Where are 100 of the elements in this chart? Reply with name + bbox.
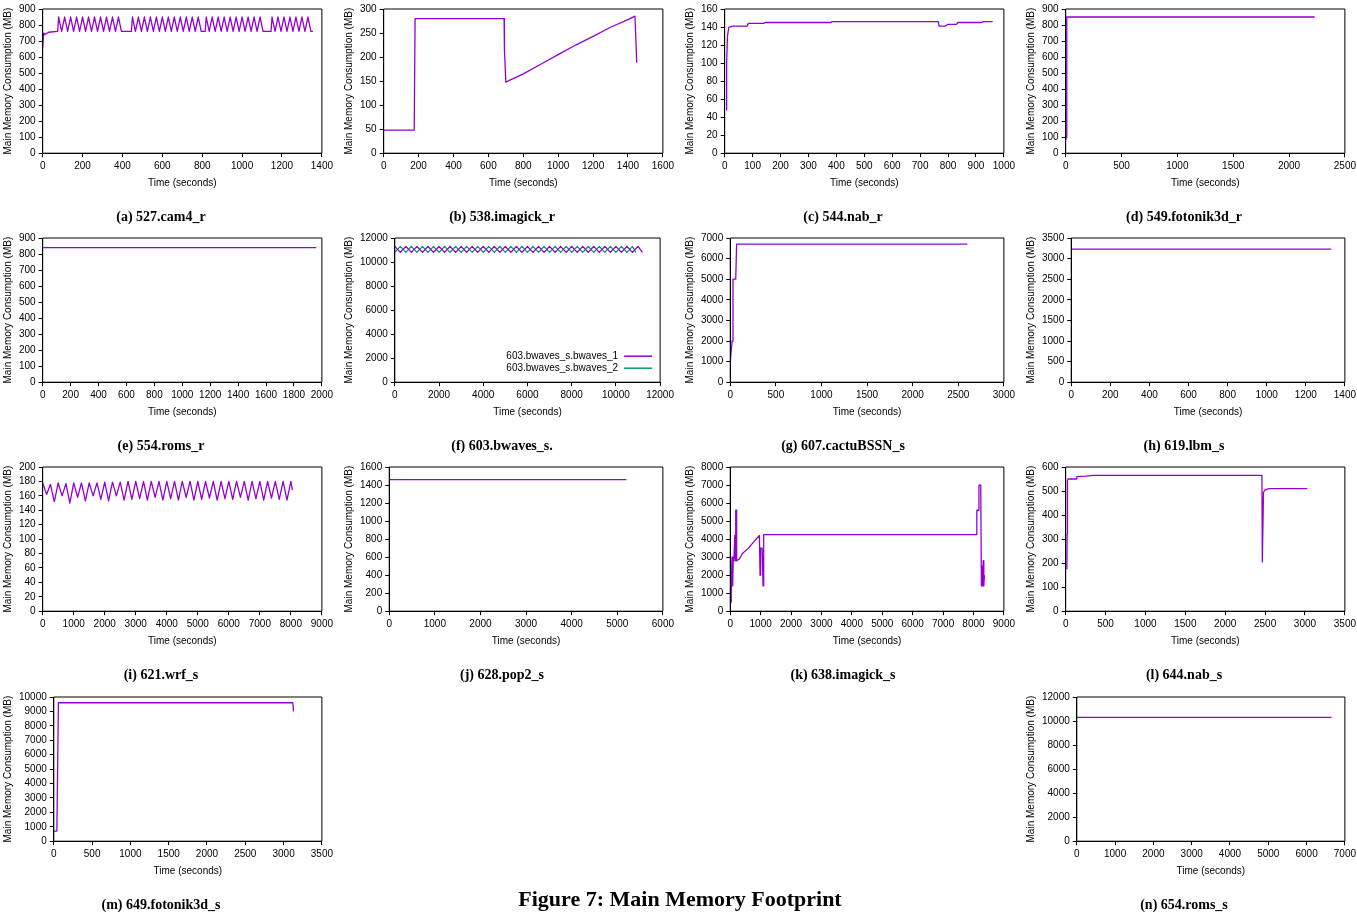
x-tick-label: 2000 [1277, 159, 1301, 171]
y-tick-label: 800 [19, 247, 37, 259]
y-tick-label: 180 [19, 475, 37, 487]
y-tick-label: 3000 [701, 550, 724, 562]
y-tick-label: 900 [1042, 2, 1060, 14]
y-tick-label: 8000 [701, 460, 724, 472]
x-tick-label: 3000 [124, 617, 148, 629]
x-tick-label: 100 [744, 159, 762, 171]
x-tick-label: 1000 [1103, 847, 1127, 859]
y-tick-label: 2000 [1047, 810, 1071, 822]
x-tick-label: 2000 [1214, 617, 1237, 629]
x-tick-label: 3000 [992, 388, 1016, 400]
x-tick-label: 1800 [282, 388, 306, 400]
y-tick-label: 5000 [701, 514, 724, 526]
x-tick-label: 1500 [1222, 159, 1245, 171]
text: (l) 644.nab_s [1145, 667, 1223, 684]
x-axis-title: Time (seconds) [1171, 176, 1240, 188]
y-tick-label: 200 [1042, 556, 1060, 568]
x-tick-label: 400 [90, 388, 108, 400]
y-tick-label: 100 [19, 532, 37, 544]
x-tick-label: 4000 [1218, 847, 1242, 859]
x-tick-label: 3000 [272, 847, 296, 859]
text: (g) 607.cactuBSSN_s [781, 438, 906, 455]
text: (f) 603.bwaves_s. [451, 438, 553, 455]
y-tick-label: 7000 [24, 734, 48, 746]
y-tick-label: 400 [1042, 508, 1060, 520]
x-axis-title: Time (seconds) [830, 176, 899, 188]
x-tick-label: 6000 [516, 388, 540, 400]
x-tick-label: 5000 [1257, 847, 1280, 859]
x-tick-label: 600 [1180, 388, 1198, 400]
y-tick-label: 300 [19, 327, 37, 339]
y-tick-label: 2500 [1042, 272, 1065, 284]
y-tick-label: 6000 [365, 303, 389, 315]
x-tick-label: 600 [883, 159, 901, 171]
x-tick-label: 2000 [93, 617, 117, 629]
y-tick-label: 400 [19, 311, 37, 323]
y-tick-label: 80 [24, 547, 37, 559]
y-axis-title: Main Memory Consumption (MB) [1024, 7, 1036, 155]
x-tick-label: 2500 [1333, 159, 1357, 171]
y-tick-label: 2000 [1042, 293, 1065, 305]
y-tick-label: 300 [1042, 532, 1060, 544]
y-tick-label: 5000 [701, 272, 724, 284]
y-tick-label: 10000 [19, 690, 48, 702]
x-tick-label: 4000 [560, 617, 584, 629]
y-tick-label: 1000 [1042, 334, 1065, 346]
x-tick-label: 500 [767, 388, 785, 400]
y-axis-title: Main Memory Consumption (MB) [342, 465, 354, 613]
y-tick-label: 800 [19, 18, 37, 30]
x-tick-label: 6000 [901, 617, 925, 629]
y-tick-label: 0 [712, 146, 719, 158]
x-tick-label: 1000 [423, 617, 447, 629]
x-tick-label: 3500 [1333, 617, 1357, 629]
x-tick-label: 800 [939, 159, 957, 171]
y-tick-label: 4000 [24, 777, 48, 789]
y-tick-label: 700 [1042, 34, 1060, 46]
y-tick-label: 900 [19, 231, 37, 243]
x-tick-label: 1000 [230, 159, 254, 171]
y-axis-title: Main Memory Consumption (MB) [1, 7, 13, 155]
y-tick-label: 4000 [701, 532, 724, 544]
y-tick-label: 1000 [701, 355, 724, 367]
y-tick-label: 0 [371, 146, 378, 158]
y-tick-label: 800 [1042, 18, 1060, 30]
y-tick-label: 1000 [360, 514, 383, 526]
y-tick-label: 0 [1053, 146, 1060, 158]
x-tick-label: 1400 [1333, 388, 1357, 400]
x-tick-label: 4000 [840, 617, 864, 629]
text: (h) 619.lbm_s [1143, 438, 1225, 455]
x-tick-label: 800 [1219, 388, 1237, 400]
y-tick-label: 0 [376, 604, 383, 616]
x-tick-label: 2000 [195, 847, 219, 859]
y-tick-label: 700 [19, 34, 37, 46]
x-tick-label: 1200 [270, 159, 294, 171]
x-tick-label: 5000 [871, 617, 894, 629]
y-tick-label: 3000 [24, 791, 48, 803]
y-tick-label: 40 [706, 110, 719, 122]
y-tick-label: 900 [19, 2, 37, 14]
x-tick-label: 8000 [560, 388, 584, 400]
y-tick-label: 600 [1042, 50, 1060, 62]
x-tick-label: 400 [1141, 388, 1159, 400]
x-tick-label: 2000 [779, 617, 803, 629]
x-tick-label: 500 [83, 847, 101, 859]
y-tick-label: 6000 [701, 496, 724, 508]
y-axis-title: Main Memory Consumption (MB) [683, 7, 695, 155]
y-tick-label: 500 [1042, 66, 1060, 78]
x-tick-label: 1000 [119, 847, 142, 859]
x-tick-label: 200 [772, 159, 790, 171]
x-tick-label: 1600 [254, 388, 278, 400]
x-tick-label: 600 [480, 159, 498, 171]
x-tick-label: 200 [1101, 388, 1120, 400]
x-tick-label: 1400 [616, 159, 640, 171]
x-tick-label: 1200 [581, 159, 605, 171]
y-tick-label: 4000 [365, 327, 389, 339]
x-tick-label: 800 [193, 159, 211, 171]
y-tick-label: 100 [360, 98, 378, 110]
y-tick-label: 0 [382, 375, 389, 387]
x-tick-label: 500 [1097, 617, 1115, 629]
x-tick-label: 500 [1113, 159, 1131, 171]
y-tick-label: 2000 [365, 351, 389, 363]
text: (n) 654.roms_s [1140, 897, 1229, 914]
x-tick-label: 12000 [646, 388, 675, 400]
